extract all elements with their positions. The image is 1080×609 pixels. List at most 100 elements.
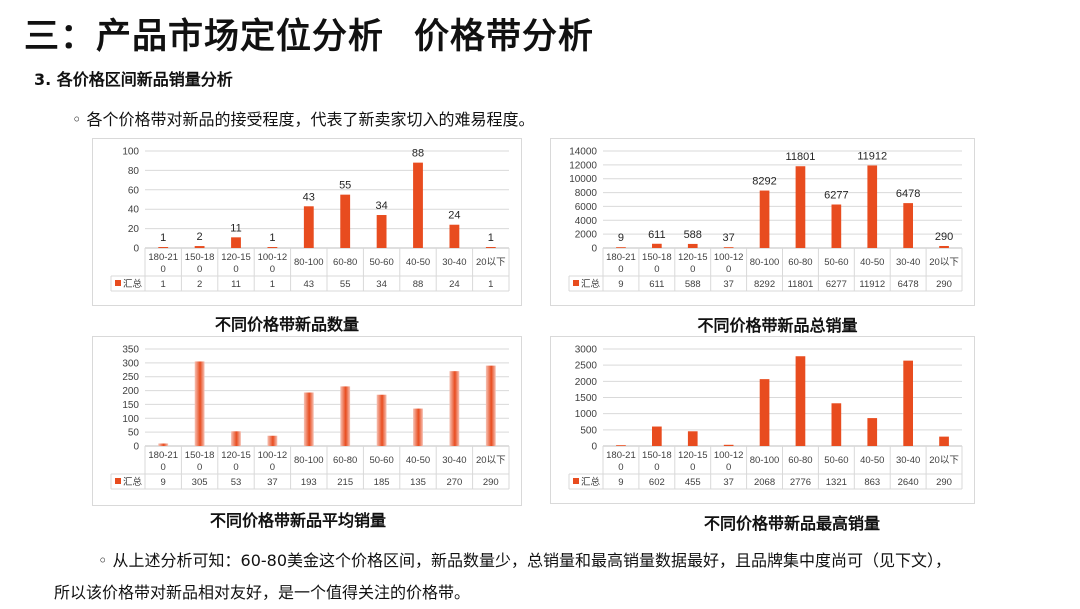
category-label: 80-100 xyxy=(294,257,324,268)
category-label: 100-12 xyxy=(258,450,288,461)
bar xyxy=(867,165,878,248)
table-value: 34 xyxy=(376,279,387,290)
y-tick-label: 100 xyxy=(122,147,139,158)
table-value: 11801 xyxy=(788,279,814,290)
category-label: 0 xyxy=(197,462,202,473)
data-label: 24 xyxy=(448,210,460,222)
bar xyxy=(303,392,314,446)
chart-new-product-count: 020406080100汇总1180-21012150-180211120-15… xyxy=(110,147,510,292)
category-label: 0 xyxy=(618,264,623,275)
table-value: 8292 xyxy=(754,279,775,290)
category-label: 0 xyxy=(233,462,238,473)
y-tick-label: 20 xyxy=(128,224,140,235)
table-value: 37 xyxy=(723,477,734,488)
table-value: 53 xyxy=(231,477,242,488)
chart-max-sales: 050010001500200025003000汇总180-2109150-18… xyxy=(568,345,963,490)
bar xyxy=(903,203,913,248)
bar xyxy=(194,246,205,248)
table-value: 2 xyxy=(197,279,202,290)
table-value: 9 xyxy=(618,279,623,290)
category-label: 60-80 xyxy=(788,455,812,466)
bar xyxy=(231,237,241,248)
legend-label: 汇总 xyxy=(581,278,601,290)
category-label: 50-60 xyxy=(369,257,393,268)
bar xyxy=(267,247,278,248)
legend-label: 汇总 xyxy=(581,476,601,488)
bar xyxy=(158,247,169,248)
y-tick-label: 0 xyxy=(133,244,139,255)
bar xyxy=(867,418,878,446)
table-value: 215 xyxy=(337,477,353,488)
bar xyxy=(413,408,423,446)
legend-swatch xyxy=(115,478,121,484)
table-value: 863 xyxy=(864,477,880,488)
data-label: 1 xyxy=(269,232,275,244)
y-tick-label: 2000 xyxy=(575,230,598,241)
table-value: 11912 xyxy=(859,279,885,290)
table-value: 270 xyxy=(446,477,462,488)
table-value: 43 xyxy=(304,279,315,290)
category-label: 30-40 xyxy=(896,257,920,268)
y-tick-label: 0 xyxy=(591,244,597,255)
bar xyxy=(340,194,351,248)
bar xyxy=(376,394,387,446)
category-label: 40-50 xyxy=(860,455,884,466)
y-tick-label: 50 xyxy=(128,428,140,439)
data-label: 588 xyxy=(684,229,702,241)
category-label: 50-60 xyxy=(369,455,393,466)
category-label: 180-21 xyxy=(606,450,636,461)
table-value: 602 xyxy=(649,477,665,488)
y-tick-label: 250 xyxy=(122,372,139,383)
table-value: 611 xyxy=(649,279,664,290)
category-label: 20以下 xyxy=(476,257,506,268)
table-value: 2776 xyxy=(790,477,811,488)
chart-title-average-sales: 不同价格带新品平均销量 xyxy=(209,511,386,530)
y-tick-label: 350 xyxy=(122,345,139,356)
chart-title-max-sales: 不同价格带新品最高销量 xyxy=(703,514,880,533)
chart-title-new-product-count: 不同价格带新品数量 xyxy=(214,315,359,334)
data-label: 611 xyxy=(648,229,666,241)
category-label: 0 xyxy=(618,462,623,473)
bar xyxy=(687,431,698,446)
category-label: 180-21 xyxy=(606,252,636,263)
table-value: 588 xyxy=(685,279,701,290)
y-tick-label: 6000 xyxy=(575,202,598,213)
conclusion-line-2: 所以该价格带对新品相对友好，是一个值得关注的价格带。 xyxy=(54,583,471,602)
category-label: 20以下 xyxy=(929,455,959,466)
bar xyxy=(340,386,351,446)
table-value: 24 xyxy=(449,279,460,290)
table-value: 2068 xyxy=(754,477,775,488)
data-label: 6277 xyxy=(824,190,848,202)
table-value: 193 xyxy=(301,477,317,488)
category-label: 0 xyxy=(654,462,659,473)
bar xyxy=(231,431,241,446)
table-value: 290 xyxy=(936,477,952,488)
category-label: 180-21 xyxy=(148,450,178,461)
category-label: 30-40 xyxy=(896,455,920,466)
title-section: 三：产品市场定位分析 xyxy=(24,17,385,57)
conclusion-text: ◦ 从上述分析可知：60-80美金这个价格区间，新品数量少，总销量和最高销量数据… xyxy=(54,545,1064,609)
category-label: 40-50 xyxy=(406,257,430,268)
bar xyxy=(795,356,806,446)
y-tick-label: 500 xyxy=(580,425,597,436)
y-tick-label: 2000 xyxy=(575,377,598,388)
legend-swatch xyxy=(115,280,121,286)
table-value: 455 xyxy=(685,477,701,488)
category-label: 0 xyxy=(270,462,275,473)
category-label: 0 xyxy=(197,264,202,275)
chart-title-total-sales: 不同价格带新品总销量 xyxy=(697,316,858,335)
category-label: 40-50 xyxy=(860,257,884,268)
bar xyxy=(449,371,460,446)
category-label: 150-18 xyxy=(642,252,672,263)
bar xyxy=(723,444,734,446)
y-tick-label: 60 xyxy=(128,185,140,196)
y-tick-label: 8000 xyxy=(575,188,598,199)
category-label: 180-21 xyxy=(148,252,178,263)
category-label: 0 xyxy=(690,462,695,473)
bar xyxy=(652,426,662,446)
y-tick-label: 40 xyxy=(128,205,140,216)
category-label: 0 xyxy=(654,264,659,275)
table-value: 11 xyxy=(231,279,241,290)
bar xyxy=(194,361,205,446)
category-label: 0 xyxy=(161,462,166,473)
